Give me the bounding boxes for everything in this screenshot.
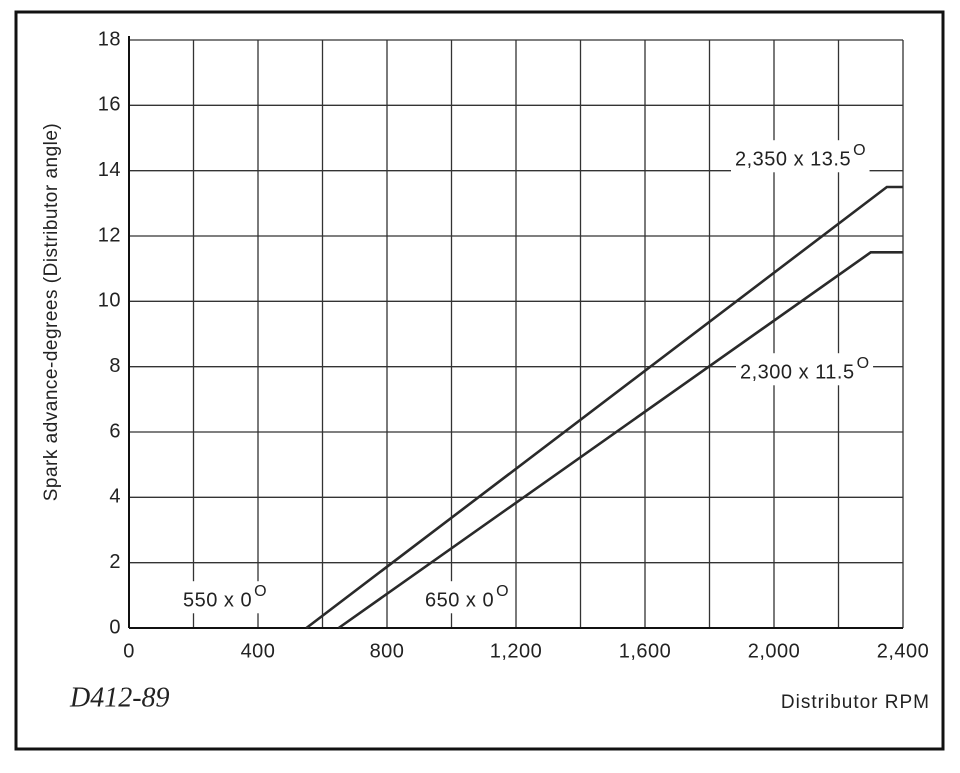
x-tick-label: 2,000 <box>748 640 801 662</box>
annotation-text: 650 x 0 <box>425 589 494 611</box>
annotation-bg <box>736 353 874 386</box>
x-tick-label: 400 <box>241 640 276 662</box>
y-tick-label: 16 <box>98 94 121 116</box>
annotation: 2,300 x 11.5 O <box>736 353 874 386</box>
annotation-text: 2,300 x 11.5 <box>740 361 855 383</box>
x-axis-label: Distributor RPM <box>781 692 930 713</box>
y-axis-label: Spark advance-degrees (Distributor angle… <box>41 123 62 502</box>
y-tick-label: 2 <box>109 551 121 573</box>
x-tick-label: 1,600 <box>619 640 672 662</box>
annotation-sup: O <box>853 142 865 159</box>
annotation: 2,350 x 13.5 O <box>731 140 870 173</box>
grid <box>128 36 904 629</box>
annotation-text: 550 x 0 <box>183 589 252 611</box>
y-tick-label: 18 <box>98 28 121 50</box>
annotation-bg <box>421 581 513 614</box>
y-tick-label: 14 <box>98 159 121 181</box>
annotation-bg <box>731 140 870 173</box>
series-line <box>337 251 903 630</box>
y-tick-label: 0 <box>109 616 121 638</box>
y-tick-label: 4 <box>109 486 121 508</box>
series-line <box>305 185 903 630</box>
x-tick-label: 2,400 <box>877 640 930 662</box>
x-tick-label: 0 <box>123 640 135 662</box>
x-tick-label: 800 <box>370 640 405 662</box>
x-tick-label: 1,200 <box>490 640 543 662</box>
y-tick-label: 6 <box>109 420 121 442</box>
annotation-sup: O <box>496 583 508 600</box>
figure-code: D412-89 <box>69 682 170 713</box>
marks <box>305 185 903 630</box>
labels: 0 2 4 6 8 10 12 14 16 18 0 400 800 1,200 1,600 2,000 2,4… <box>98 28 930 662</box>
annotation-bg <box>179 581 271 614</box>
y-tick-label: 12 <box>98 224 121 246</box>
annotation-text: 2,350 x 13.5 <box>735 148 851 170</box>
annotation-sup: O <box>857 355 869 372</box>
y-tick-label: 10 <box>98 290 121 312</box>
annotation-sup: O <box>254 583 266 600</box>
y-tick-label: 8 <box>109 355 121 377</box>
